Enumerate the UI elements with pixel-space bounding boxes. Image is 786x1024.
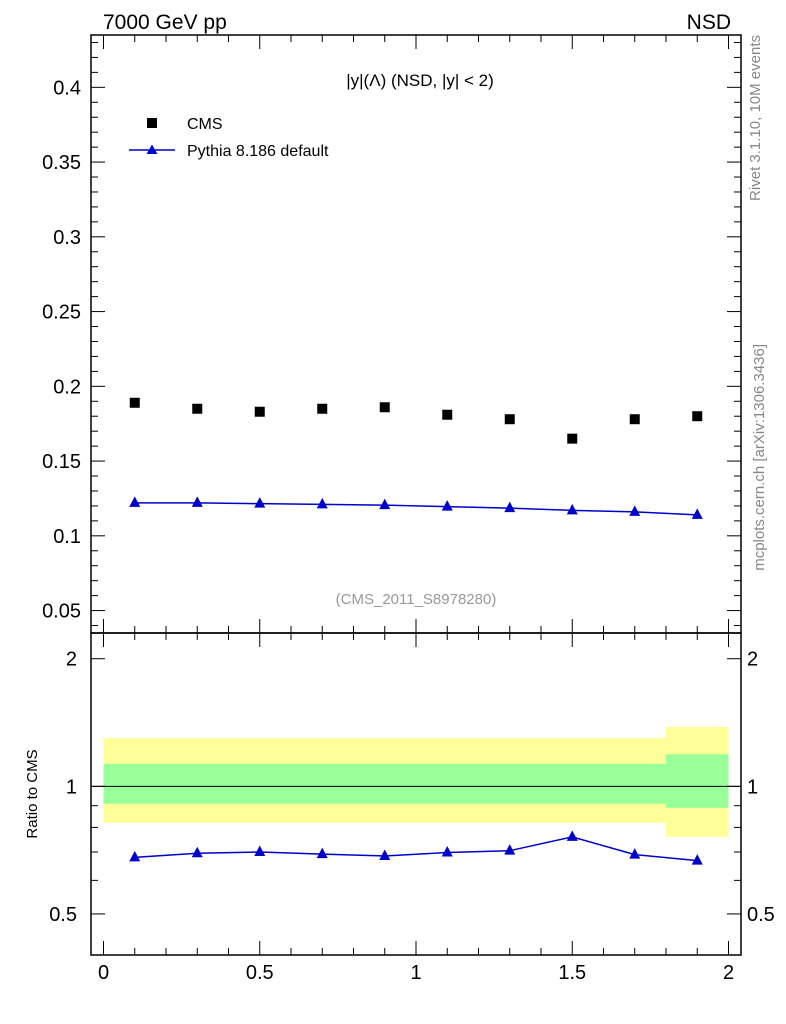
ratio-y-tick-label-right: 1	[747, 776, 758, 798]
pythia-line	[134, 502, 698, 516]
cms-point	[379, 402, 390, 413]
ratio-band-green-1	[666, 754, 729, 808]
main-y-tick-label: 0.4	[53, 77, 81, 99]
ratio-y-tick-label: 1	[66, 776, 77, 798]
axis-tick-labels: 0.05 0.1 0.15 0.2 0.25 0.3 0.35 0.4 0 0.5 1 1.5 2 0.5…	[42, 77, 775, 984]
ratio-pythia-point	[504, 844, 516, 855]
ratio-pythia-point	[316, 847, 328, 859]
ratio-x-tick-label: 2	[723, 962, 734, 984]
pythia-point	[441, 500, 453, 511]
ratio-pythia-line	[134, 836, 698, 862]
pythia-point	[254, 497, 266, 508]
cms-point	[129, 397, 140, 408]
ratio-y-tick-label: 2	[66, 649, 77, 671]
pythia-point	[379, 498, 391, 510]
cms-point	[692, 411, 703, 422]
pythia-point	[629, 505, 641, 516]
header-left-label: 7000 GeV pp	[103, 11, 227, 34]
main-y-tick-label: 0.25	[42, 302, 81, 324]
rivet-version-label: Rivet 3.1.10, 10M events	[747, 35, 764, 201]
legend-cms-marker	[147, 118, 157, 128]
ratio-pythia-point	[129, 850, 141, 862]
main-y-tick-label: 0.1	[53, 526, 81, 548]
cms-point	[317, 403, 328, 414]
ratio-band-green-0	[103, 763, 666, 804]
ratio-x-tick-label: 1	[410, 962, 421, 984]
main-y-tick-label: 0.2	[53, 376, 81, 398]
legend-pythia-label: Pythia 8.186 default	[187, 143, 329, 160]
plot-title: |y|(Λ) (NSD, |y| < 2)	[346, 71, 494, 90]
ratio-axis-label: Ratio to CMS	[24, 749, 41, 838]
ratio-y-tick-label-right: 0.5	[747, 904, 775, 926]
cms-point	[192, 403, 203, 414]
analysis-watermark: (CMS_2011_S8978280)	[336, 591, 497, 608]
mcplots-reference-label: mcplots.cern.ch [arXiv:1306.3436]	[751, 344, 768, 571]
ratio-y-tick-label-right: 2	[747, 649, 758, 671]
pythia-point	[191, 496, 203, 507]
pythia-point	[691, 508, 703, 519]
main-y-tick-label: 0.3	[53, 227, 81, 249]
ratio-pythia-point	[254, 845, 266, 856]
ratio-pythia-point	[566, 830, 578, 841]
axis-ticks	[91, 35, 741, 956]
cms-point	[442, 409, 453, 420]
main-y-tick-label: 0.05	[42, 601, 81, 623]
data-marks	[129, 397, 703, 865]
cms-point	[504, 414, 515, 425]
ratio-bands	[103, 727, 729, 837]
pythia-point	[504, 501, 516, 513]
ratio-y-tick-label: 0.5	[49, 904, 77, 926]
pythia-point	[316, 497, 328, 509]
ratio-pythia-point	[379, 849, 391, 860]
main-y-tick-label: 0.15	[42, 451, 81, 473]
pythia-point	[566, 503, 578, 515]
ratio-pythia-point	[191, 846, 203, 858]
ratio-plot-frame	[90, 632, 742, 956]
ratio-pythia-point	[441, 846, 453, 857]
cms-point	[567, 433, 578, 444]
ratio-x-tick-label: 0	[98, 962, 109, 984]
legend-pythia-marker	[146, 144, 158, 154]
main-y-tick-label: 0.35	[42, 152, 81, 174]
legend-cms-label: CMS	[187, 116, 223, 133]
ratio-pythia-point	[629, 848, 641, 859]
pythia-point	[129, 496, 141, 507]
ratio-x-tick-label: 0.5	[246, 962, 274, 984]
legend: CMS Pythia 8.186 default	[129, 116, 329, 160]
cms-point	[629, 414, 640, 425]
ratio-pythia-point	[691, 854, 703, 865]
header-right-label: NSD	[687, 11, 731, 34]
cms-point	[254, 406, 265, 417]
ratio-x-tick-label: 1.5	[558, 962, 586, 984]
